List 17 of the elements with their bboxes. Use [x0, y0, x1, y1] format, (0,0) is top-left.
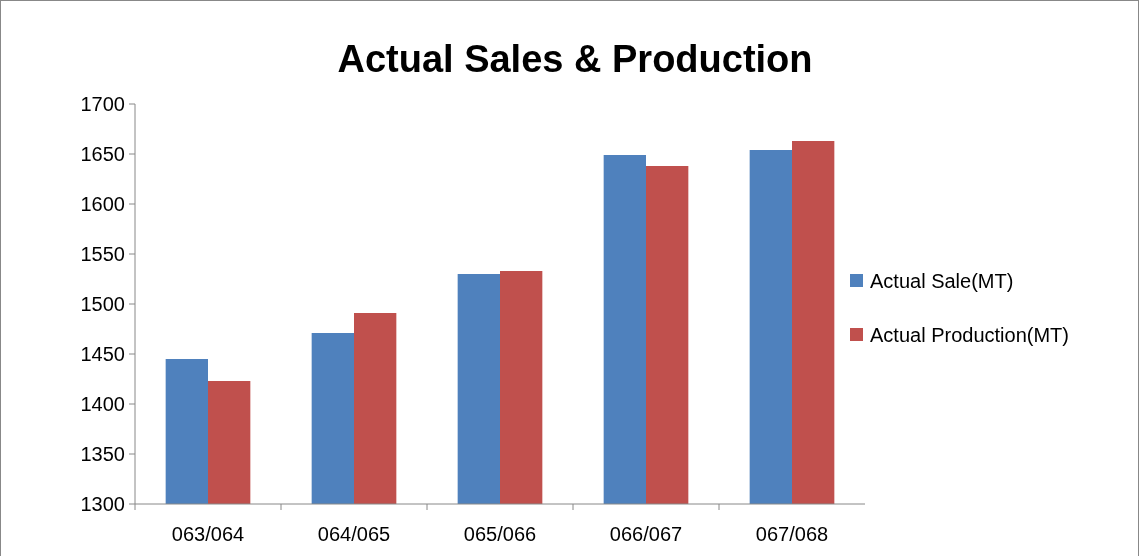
- x-tick-label: 066/067: [609, 523, 683, 545]
- y-tick-label: 1700: [80, 93, 125, 115]
- x-tick-label: 064/065: [317, 523, 391, 545]
- x-tick-label: 063/064: [171, 523, 245, 545]
- y-tick-label: 1500: [80, 293, 125, 315]
- y-tick-label: 1300: [80, 493, 125, 515]
- legend-label: Actual Production(MT): [870, 324, 1069, 346]
- y-tick-label: 1600: [80, 193, 125, 215]
- y-tick-label: 1650: [80, 143, 125, 165]
- x-tick-label: 065/066: [463, 523, 537, 545]
- legend-label: Actual Sale(MT): [870, 270, 1014, 292]
- y-tick-label: 1350: [80, 443, 125, 465]
- y-tick-label: 1550: [80, 243, 125, 265]
- chart-title: Actual Sales & Production: [337, 38, 813, 80]
- x-tick-label: 067/068: [755, 523, 829, 545]
- y-tick-label: 1450: [80, 343, 125, 365]
- y-tick-label: 1400: [80, 393, 125, 415]
